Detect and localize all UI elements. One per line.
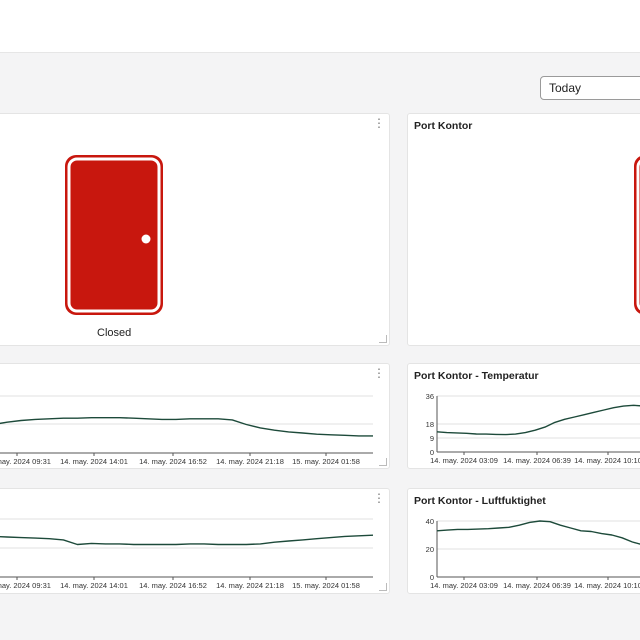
y-tick-label: 0 bbox=[430, 448, 434, 457]
door-card-port-kontor: Port Kontor bbox=[407, 113, 640, 346]
resize-handle[interactable] bbox=[379, 458, 387, 466]
door-state-label: Closed bbox=[97, 327, 132, 339]
y-tick-label: 0 bbox=[430, 573, 434, 582]
y-tick-label: 18 bbox=[426, 420, 434, 429]
card-title: Port Kontor bbox=[414, 120, 473, 132]
line-chart: 14. may. 2024 09:31 14. may. 2024 14:01 14… bbox=[0, 395, 373, 466]
line-chart: 14. may. 2024 09:31 14. may. 2024 14:01 14… bbox=[0, 518, 374, 590]
resize-handle[interactable] bbox=[379, 583, 387, 591]
door-closed-icon bbox=[65, 155, 163, 315]
x-tick-label: 14. may. 2024 09:31 bbox=[0, 581, 51, 590]
x-tick-label: 14. may. 2024 16:52 bbox=[139, 581, 207, 590]
x-tick-label: 14. may. 2024 16:52 bbox=[139, 457, 207, 466]
resize-handle[interactable] bbox=[379, 335, 387, 343]
date-range-select[interactable]: Today bbox=[540, 76, 640, 100]
y-tick-label: 36 bbox=[426, 392, 434, 401]
x-tick-label: 14. may. 2024 21:18 bbox=[216, 581, 284, 590]
chart-card-3: ⋮ 14. may. 2024 09:31 14. may. 2024 14:01… bbox=[0, 488, 390, 594]
series-line bbox=[0, 417, 373, 437]
card-menu-icon[interactable]: ⋮ bbox=[373, 116, 385, 130]
x-tick-label: 14. may. 2024 06:39 bbox=[503, 456, 571, 465]
series-line bbox=[0, 534, 374, 546]
line-chart: 40 20 014. may. 2024 03:09 14. may. 2024 06… bbox=[426, 517, 640, 590]
card-menu-icon[interactable]: ⋮ bbox=[373, 491, 385, 505]
card-title: Port Kontor - Luftfuktighet bbox=[414, 495, 546, 507]
x-tick-label: 14. may. 2024 21:18 bbox=[216, 457, 284, 466]
x-tick-label: 14. may. 2024 14:01 bbox=[60, 457, 128, 466]
chart-card-1: ⋮ 14. may. 2024 09:31 14. may. 2024 14:01… bbox=[0, 363, 390, 469]
x-tick-label: 15. may. 2024 01:58 bbox=[292, 457, 360, 466]
x-tick-label: 15. may. 2024 01:58 bbox=[292, 581, 360, 590]
x-tick-label: 14. may. 2024 06:39 bbox=[503, 581, 571, 590]
card-menu-icon[interactable]: ⋮ bbox=[373, 366, 385, 380]
x-tick-label: 14. may. 2024 03:09 bbox=[430, 456, 498, 465]
x-tick-label: 14. may. 2024 10:10 bbox=[574, 581, 640, 590]
y-tick-label: 20 bbox=[426, 545, 434, 554]
top-bar bbox=[0, 0, 640, 53]
series-line bbox=[436, 520, 640, 545]
chart-card-luftfuktighet: Port Kontor - Luftfuktighet 40 20 0 14. may… bbox=[407, 488, 640, 594]
y-tick-label: 40 bbox=[426, 517, 434, 526]
series-line bbox=[436, 404, 640, 436]
x-tick-label: 14. may. 2024 10:10 bbox=[574, 456, 640, 465]
chart-card-temperatur: Port Kontor - Temperatur 36 18 9 0 14. may. … bbox=[407, 363, 640, 469]
y-tick-label: 9 bbox=[430, 434, 434, 443]
x-tick-label: 14. may. 2024 09:31 bbox=[0, 457, 51, 466]
x-tick-label: 14. may. 2024 03:09 bbox=[430, 581, 498, 590]
door-closed-icon bbox=[634, 156, 640, 314]
door-card-left: ⋮ Closed bbox=[0, 113, 390, 346]
card-title: Port Kontor - Temperatur bbox=[414, 370, 539, 382]
line-chart: 36 18 9 014. may. 2024 03:09 14. may. 2024 0… bbox=[426, 392, 640, 465]
x-tick-label: 14. may. 2024 14:01 bbox=[60, 581, 128, 590]
